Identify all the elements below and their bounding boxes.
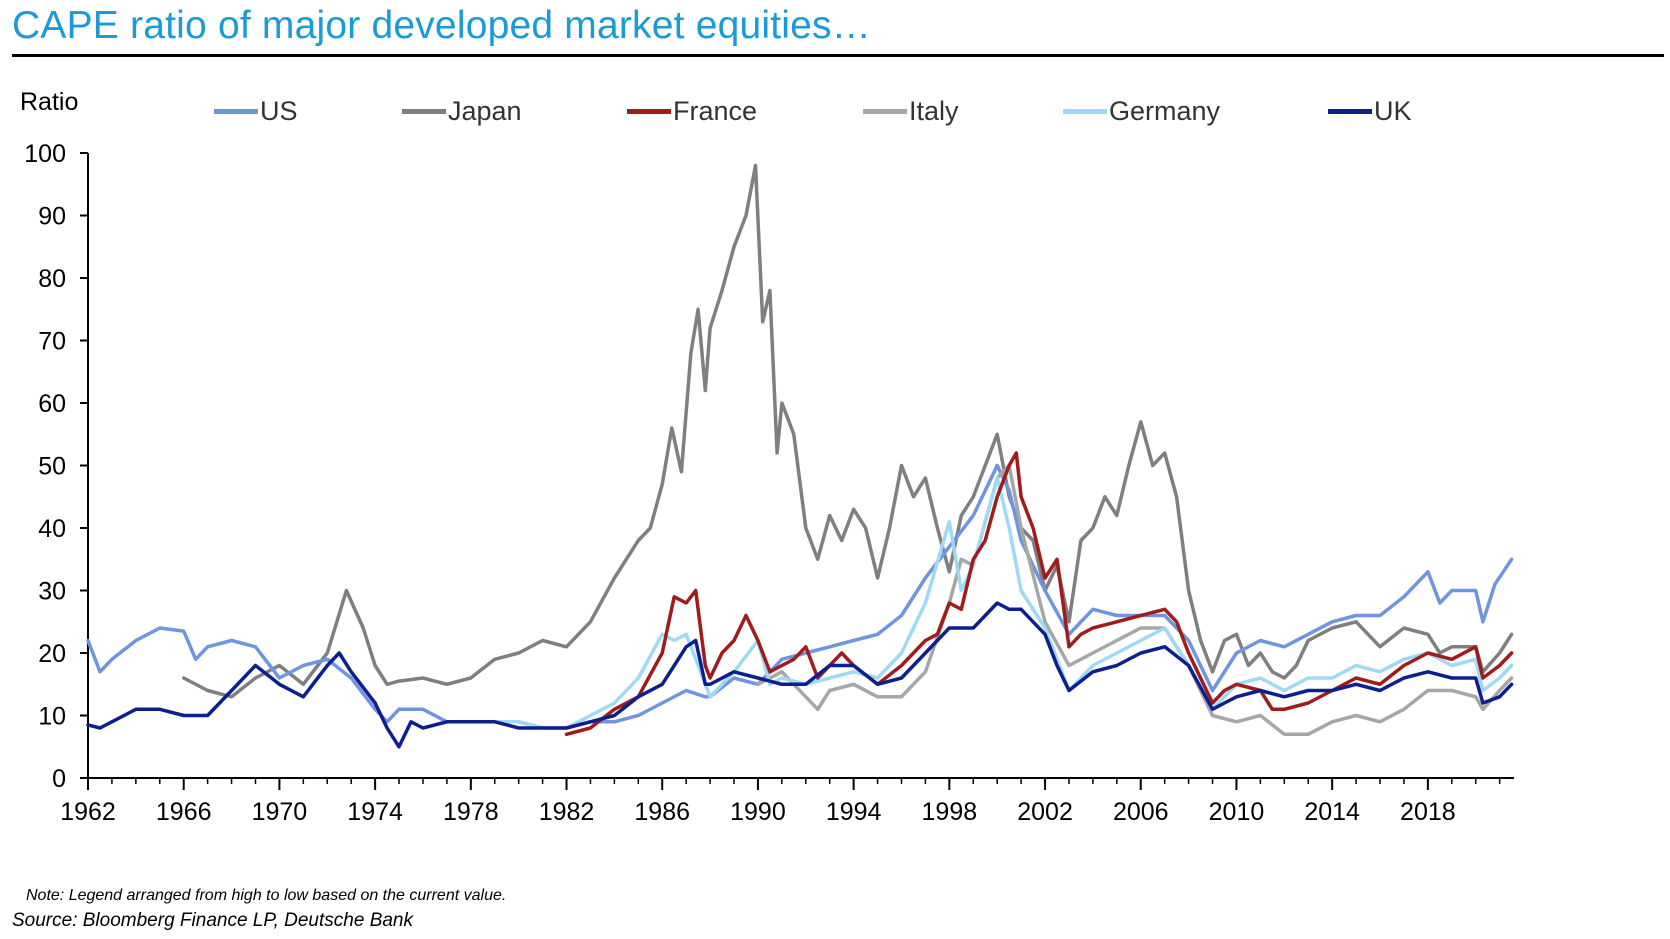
x-tick-label: 2002 [1017, 798, 1073, 826]
y-tick-label: 70 [38, 328, 66, 356]
y-tick-label: 60 [38, 390, 66, 418]
legend-item-france: France [627, 96, 757, 127]
legend-item-italy: Italy [863, 96, 959, 127]
legend-label: UK [1374, 96, 1412, 126]
series-line-italy [756, 463, 1514, 737]
y-tick-label: 80 [38, 265, 66, 293]
legend-label: France [673, 96, 758, 126]
chart-source: Source: Bloomberg Finance LP, Deutsche B… [12, 910, 413, 931]
series-line-japan [181, 163, 1514, 699]
series-line-uk [86, 601, 1514, 749]
series-line-germany [469, 476, 1514, 730]
series-line-us [86, 463, 1514, 730]
legend-swatch [1328, 109, 1372, 114]
y-tick-label: 100 [24, 140, 66, 168]
legend-label: Japan [448, 96, 522, 126]
x-tick-label: 1994 [826, 798, 882, 826]
legend-label: Italy [909, 96, 959, 126]
legend-item-uk: UK [1328, 96, 1412, 127]
legend-swatch [214, 109, 258, 114]
x-tick-label: 2010 [1209, 798, 1265, 826]
y-tick-label: 20 [38, 640, 66, 668]
chart-title: CAPE ratio of major developed market equ… [12, 4, 871, 47]
x-tick-label: 2018 [1400, 798, 1456, 826]
title-divider [12, 54, 1664, 57]
x-tick-label: 1974 [347, 798, 403, 826]
x-tick-label: 1962 [60, 798, 116, 826]
legend-swatch [402, 109, 446, 114]
legend-item-japan: Japan [402, 96, 522, 127]
legend-item-germany: Germany [1063, 96, 1220, 127]
legend-swatch [863, 109, 907, 114]
chart-note: Note: Legend arranged from high to low b… [26, 887, 507, 904]
y-tick-label: 10 [38, 703, 66, 731]
y-axis-label: Ratio [20, 88, 79, 116]
x-tick-label: 2014 [1304, 798, 1360, 826]
y-tick-label: 90 [38, 203, 66, 231]
legend-swatch [627, 109, 671, 114]
legend-label: Germany [1109, 96, 1221, 126]
y-tick-label: 30 [38, 578, 66, 606]
x-tick-label: 1966 [156, 798, 212, 826]
legend-item-us: US [214, 96, 298, 127]
y-tick-label: 40 [38, 515, 66, 543]
x-tick-label: 1982 [539, 798, 595, 826]
y-tick-label: 0 [52, 765, 66, 793]
x-tick-label: 1978 [443, 798, 499, 826]
x-tick-label: 1990 [730, 798, 786, 826]
legend-swatch [1063, 109, 1107, 114]
y-tick-label: 50 [38, 453, 66, 481]
x-tick-label: 1970 [252, 798, 308, 826]
x-tick-label: 2006 [1113, 798, 1169, 826]
x-tick-label: 1986 [634, 798, 690, 826]
x-tick-label: 1998 [922, 798, 978, 826]
legend-label: US [260, 96, 298, 126]
series-line-france [564, 451, 1514, 737]
